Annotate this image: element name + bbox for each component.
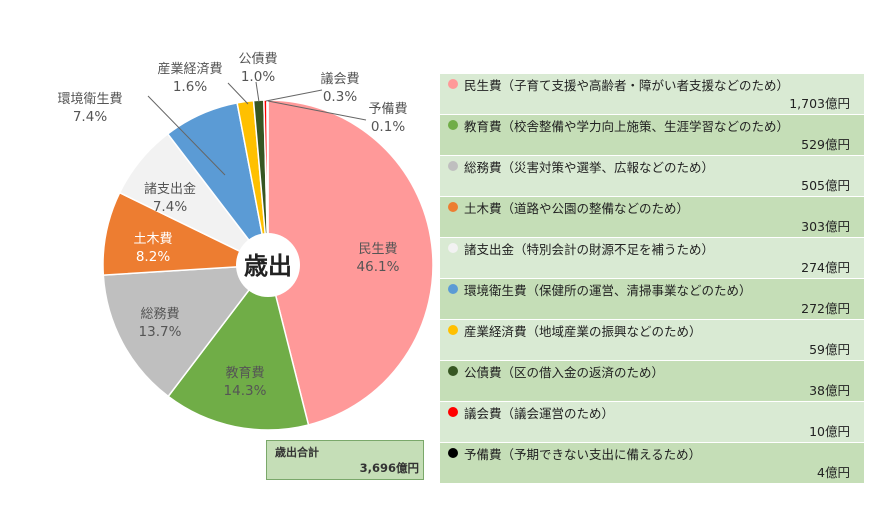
slice-label-1: 教育費 <box>225 365 264 381</box>
legend-amount-8: 10億円 <box>809 424 850 439</box>
legend-dot-9 <box>448 448 458 458</box>
slice-label-6: 産業経済費 <box>157 61 222 77</box>
legend-dot-1 <box>448 120 458 130</box>
legend-description-6: 産業経済費（地域産業の振興などのため） <box>464 324 702 339</box>
legend-row-1: 教育費（校舎整備や学力向上施策、生涯学習などのため） 529億円 <box>440 115 864 156</box>
legend-amount-6: 59億円 <box>809 342 850 357</box>
legend-row-5: 環境衛生費（保健所の運営、清掃事業などのため） 272億円 <box>440 279 864 320</box>
slice-label-5: 環境衛生費 <box>57 92 122 107</box>
slice-percent-2: 13.7% <box>139 324 182 340</box>
slice-percent-5: 7.4% <box>73 109 107 125</box>
legend-amount-7: 38億円 <box>809 383 850 398</box>
legend-description-7: 公債費（区の借入金の返済のため） <box>464 365 665 380</box>
legend-dot-2 <box>448 161 458 171</box>
legend-dot-5 <box>448 284 458 294</box>
slice-label-3: 土木費 <box>133 232 172 247</box>
legend-amount-3: 303億円 <box>801 219 850 234</box>
leader-line-5 <box>147 95 226 176</box>
pie-center <box>236 233 300 297</box>
legend-dot-3 <box>448 202 458 212</box>
legend-row-2: 総務費（災害対策や選挙、広報などのため） 505億円 <box>440 156 864 197</box>
slice-percent-4: 7.4% <box>153 199 187 215</box>
legend-description-2: 総務費（災害対策や選挙、広報などのため） <box>464 160 715 175</box>
legend-row-4: 諸支出金（特別会計の財源不足を補うため） 274億円 <box>440 238 864 279</box>
slice-percent-0: 46.1% <box>357 259 400 275</box>
legend-description-9: 予備費（予期できない支出に備えるため） <box>464 447 702 462</box>
slice-label-7: 公債費 <box>238 52 277 67</box>
slice-label-0: 民生費 <box>358 242 397 257</box>
legend-amount-9: 4億円 <box>817 465 850 480</box>
legend-row-9: 予備費（予期できない支出に備えるため） 4億円 <box>440 443 864 484</box>
leader-line-8 <box>265 89 323 102</box>
legend-row-6: 産業経済費（地域産業の振興などのため） 59億円 <box>440 320 864 361</box>
slice-percent-6: 1.6% <box>173 79 207 95</box>
slice-percent-9: 0.1% <box>371 119 405 135</box>
slice-percent-7: 1.0% <box>241 69 275 85</box>
legend-amount-4: 274億円 <box>801 260 850 275</box>
legend-amount-1: 529億円 <box>801 137 850 152</box>
pie-center-label: 歳出 <box>244 252 292 280</box>
legend-row-3: 土木費（道路や公園の整備などのため） 303億円 <box>440 197 864 238</box>
legend-description-0: 民生費（子育て支援や高齢者・障がい者支援などのため） <box>464 78 790 93</box>
slice-label-8: 議会費 <box>320 72 359 87</box>
legend-amount-0: 1,703億円 <box>789 96 850 111</box>
pie-slice-1 <box>167 263 310 431</box>
leader-line-7 <box>255 81 260 103</box>
legend-dot-7 <box>448 366 458 376</box>
total-label: 歳出合計 <box>275 446 319 459</box>
legend-dot-4 <box>448 243 458 253</box>
slice-percent-1: 14.3% <box>224 383 267 399</box>
legend-amount-2: 505億円 <box>801 178 850 193</box>
pie-slice-2 <box>102 264 270 398</box>
legend-row-8: 議会費（議会運営のため） 10億円 <box>440 402 864 443</box>
legend-amount-5: 272億円 <box>801 301 850 316</box>
slice-label-9: 予備費 <box>368 101 407 117</box>
legend-dot-0 <box>448 79 458 89</box>
legend-description-5: 環境衛生費（保健所の運営、清掃事業などのため） <box>464 283 752 298</box>
slice-percent-8: 0.3% <box>323 89 357 105</box>
legend-row-0: 民生費（子育て支援や高齢者・障がい者支援などのため） 1,703億円 <box>440 74 864 115</box>
slice-label-2: 総務費 <box>140 307 179 322</box>
legend-description-4: 諸支出金（特別会計の財源不足を補うため） <box>464 242 715 257</box>
leader-line-9 <box>267 100 367 121</box>
legend-table: 民生費（子育て支援や高齢者・障がい者支援などのため） 1,703億円教育費（校舎整… <box>440 74 864 484</box>
legend-description-3: 土木費（道路や公園の整備などのため） <box>464 201 690 216</box>
leader-line-6 <box>227 82 249 105</box>
legend-description-8: 議会費（議会運営のため） <box>464 406 615 421</box>
total-value: 3,696億円 <box>359 461 419 475</box>
legend-description-1: 教育費（校舎整備や学力向上施策、生涯学習などのため） <box>464 119 790 134</box>
legend-dot-8 <box>448 407 458 417</box>
total-box: 歳出合計 3,696億円 <box>266 440 424 480</box>
slice-percent-3: 8.2% <box>136 249 170 265</box>
legend-dot-6 <box>448 325 458 335</box>
legend-row-7: 公債費（区の借入金の返済のため） 38億円 <box>440 361 864 402</box>
slice-label-4: 諸支出金 <box>144 181 196 197</box>
pie-slice-9 <box>266 99 269 266</box>
